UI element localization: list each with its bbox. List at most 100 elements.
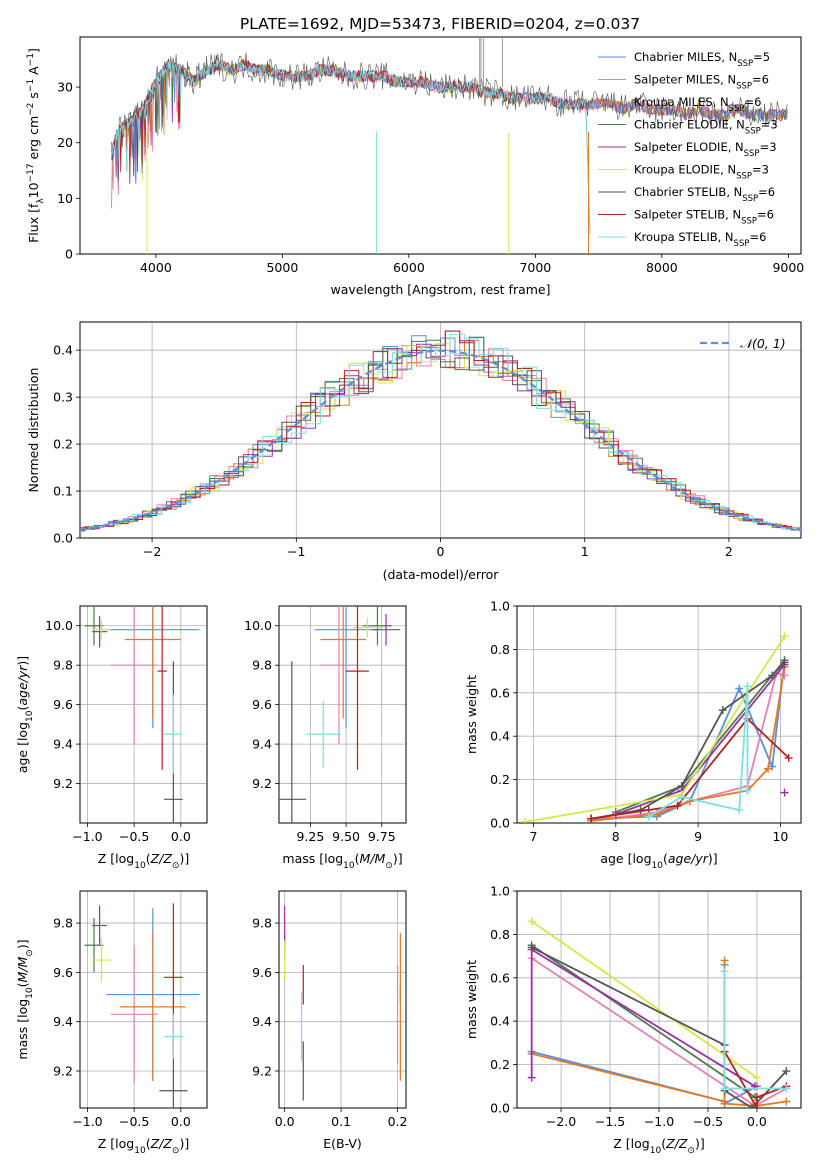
label-part: mass weight [464, 960, 479, 1039]
y-axis-label: mass weight [464, 675, 479, 754]
legend-label-sub: SSP [729, 104, 745, 114]
y-tick-label: 0.6 [490, 970, 510, 985]
errorbar-kroupa_elodie [92, 937, 111, 983]
legend-label-text: Chabrier MILES, N [634, 50, 737, 64]
x-tick-label: 10 [772, 829, 788, 844]
errorbar-chabrier_stelib [279, 661, 307, 823]
x-tick-label: −1.0 [72, 1114, 102, 1129]
y-tick-label: 30 [57, 80, 73, 95]
weight-marker-chabrier_stelib [768, 671, 777, 680]
weight-marker-kroupa_stelib [735, 805, 744, 814]
legend-label-suffix: =6 [749, 230, 766, 244]
legend-label-suffix: =6 [752, 73, 769, 87]
legend-label-salpeter_stelib: Salpeter STELIB, NSSP=6 [634, 208, 774, 227]
weight-marker-kroupa_elodie [780, 632, 789, 641]
weight-marker-kroupa_stelib [720, 1084, 729, 1093]
weight-line-salpeter_stelib [723, 1051, 787, 1108]
y-axis-label: Flux [fλ10−17 erg cm−2 s−1 A−1] [26, 48, 46, 243]
label-part: )] [15, 939, 30, 949]
label-part: Z/Z [665, 1136, 688, 1151]
legend-label-chabrier_stelib: Chabrier STELIB, NSSP=6 [634, 185, 775, 204]
x-tick-label: 6000 [393, 260, 425, 275]
label-part: 10 [343, 861, 355, 871]
y-tick-label: 9.4 [252, 737, 272, 752]
x-tick-label: 9.75 [368, 829, 396, 844]
errorbars-mass_vs_metallicity [84, 903, 200, 1108]
y-tick-label: 10.0 [45, 618, 73, 633]
legend-label-text: Salpeter MILES, N [634, 73, 736, 87]
y-tick-label: 0.4 [490, 729, 510, 744]
x-tick-label: −0.5 [693, 1114, 723, 1129]
legend-label-kroupa_miles: Kroupa MILES, NSSP=6 [634, 95, 761, 114]
errorbar-salpeter_stelib [346, 606, 369, 770]
spectrum-line-kroupa_stelib [111, 59, 591, 235]
label-part: 10 [25, 987, 35, 999]
weight-line-chabrier_elodie [531, 944, 756, 1098]
errorbar-kroupa_miles [120, 932, 186, 1081]
plot-frame [516, 605, 802, 824]
plot-frame [516, 890, 802, 1109]
errorbar-kroupa_elodie [92, 619, 111, 640]
legend-label-salpeter_elodie: Salpeter ELODIE, NSSP=3 [634, 140, 777, 159]
x-axis-label: mass [log10(M/M⊙)] [282, 851, 402, 871]
weight-marker-kroupa_miles [720, 956, 729, 965]
y-tick-label: 0.2 [490, 772, 510, 787]
label-part: −17 [26, 163, 36, 182]
errorbar-kroupa_stelib [306, 700, 341, 768]
label-part: age/yr [15, 665, 30, 706]
label-part: 10 [652, 861, 664, 871]
axes-spectrum: 4000 5000 6000 7000 8000 9000 0 10 20 30 [57, 36, 804, 275]
plot-frame [278, 890, 407, 1109]
normal-curve [80, 349, 801, 531]
x-tick-label: −1.5 [595, 1114, 625, 1129]
y-tick-label: 9.6 [252, 697, 272, 712]
label-part: Flux [f [26, 203, 41, 243]
y-tick-label: 0.2 [490, 1057, 510, 1072]
x-tick-label: −1.0 [72, 829, 102, 844]
weight-line-chabrier_stelib [590, 661, 786, 820]
y-tick-label: 9.8 [53, 916, 73, 931]
legend-label-normal: 𝒩(0, 1) [740, 336, 786, 351]
legend-label-suffix: =6 [757, 208, 774, 222]
errorbars-mass_vs_ebv [284, 905, 401, 1101]
axes-mass_vs_metallicity: −1.0 −0.5 0.0 9.2 9.4 9.6 9.8 [53, 890, 208, 1129]
y-tick-label: 9.8 [53, 658, 73, 673]
x-axis-label: wavelength [Angstrom, rest frame] [330, 282, 550, 297]
errorbar-chabrier_elodie [84, 606, 104, 646]
errorbars-age_vs_mass [279, 606, 401, 823]
weight-marker-chabrier_stelib [718, 706, 727, 715]
label-part: age/yr [668, 851, 709, 866]
label-part: ( [146, 1136, 151, 1151]
histogram-salpeter_stelib [80, 330, 801, 532]
label-part: )] [15, 656, 30, 666]
axes-weight_vs_age: 7 8 9 10 0.0 0.2 0.4 0.6 0.8 1.0 [490, 599, 802, 844]
weight-marker-chabrier_miles [768, 762, 777, 771]
y-axis-label: age [log10(age/yr)] [15, 656, 35, 773]
legend-label-suffix: =6 [758, 185, 775, 199]
weight-marker-kroupa_miles [764, 764, 773, 773]
weight-marker-kroupa_stelib [644, 812, 653, 821]
y-axis-label: Normed distribution [26, 368, 41, 493]
legend-label-chabrier_elodie: Chabrier ELODIE, NSSP=3 [634, 118, 778, 137]
label-part: mass weight [464, 675, 479, 754]
weight-marker-chabrier_stelib [780, 658, 789, 667]
weight-marker-salpeter_stelib [673, 801, 682, 810]
axes-age_vs_metallicity: −1.0 −0.5 0.0 9.2 9.4 9.6 9.8 10.0 [45, 605, 208, 844]
legend-label-suffix: =3 [760, 140, 777, 154]
weight-marker-kroupa_stelib [677, 792, 686, 801]
legend-label-suffix: =3 [752, 163, 769, 177]
y-tick-label: 9.6 [252, 965, 272, 980]
y-tick-label: 0.4 [53, 343, 73, 358]
y-tick-label: 9.8 [252, 916, 272, 931]
weight-marker-kroupa_elodie [752, 1073, 761, 1082]
label-part: −1 [26, 79, 36, 92]
label-part: Z [log [98, 851, 134, 866]
x-tick-label: 0.0 [171, 1114, 191, 1129]
label-part: 10 [134, 1146, 146, 1156]
residual-legend: 𝒩(0, 1) [700, 336, 786, 351]
label-part: erg cm [26, 116, 41, 164]
label-part: ⊙ [687, 1146, 695, 1156]
